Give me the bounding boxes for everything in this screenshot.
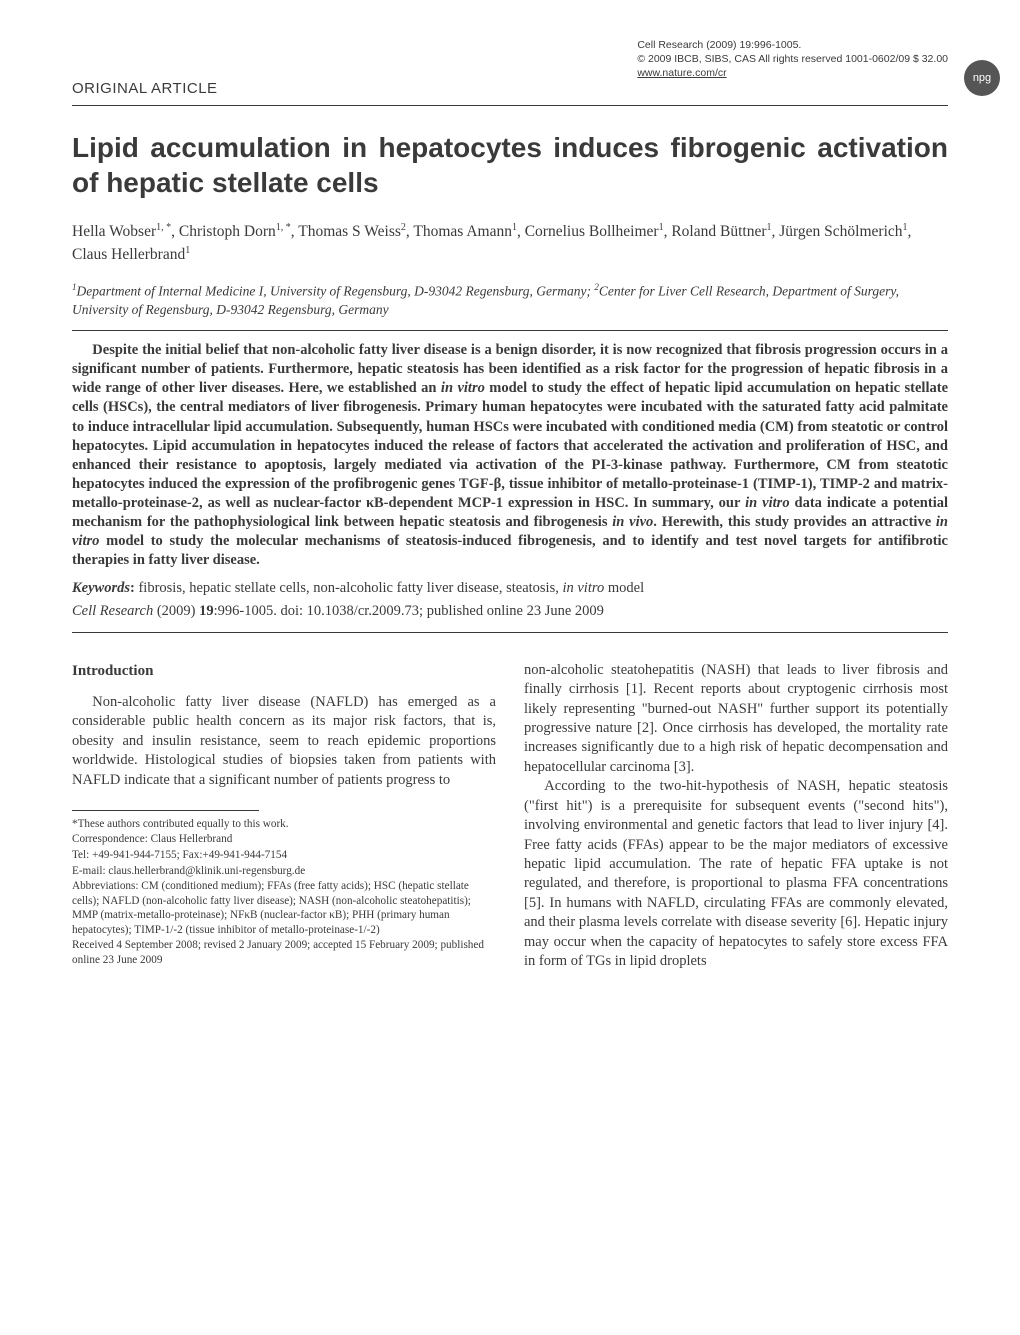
citation-journal: Cell Research — [72, 603, 153, 619]
affiliations: 1Department of Internal Medicine I, Univ… — [72, 281, 948, 320]
article-title: Lipid accumulation in hepatocytes induce… — [72, 130, 948, 200]
citation-year-vol: (2009) 19:996-1005. — [157, 603, 277, 619]
abstract-text: Despite the initial belief that non-alco… — [72, 341, 948, 571]
intro-para-right-2: According to the two-hit-hypothesis of N… — [524, 777, 948, 971]
citation-line: Cell Research (2009) 19:996-1005. doi: 1… — [72, 602, 948, 622]
article-type: ORIGINAL ARTICLE — [72, 80, 218, 97]
footnotes-block: *These authors contributed equally to th… — [72, 817, 496, 968]
two-column-body: Introduction Non-alcoholic fatty liver d… — [72, 661, 948, 972]
footnote-abbrev: Abbreviations: CM (conditioned medium); … — [72, 879, 496, 937]
intro-heading: Introduction — [72, 661, 496, 681]
rule-above-abstract — [72, 330, 948, 331]
header-row: ORIGINAL ARTICLE Cell Research (2009) 19… — [72, 38, 948, 97]
footnote-received: Received 4 September 2008; revised 2 Jan… — [72, 938, 496, 967]
citation-doi: doi: 10.1038/cr.2009.73; published onlin… — [280, 603, 603, 619]
intro-para-left: Non-alcoholic fatty liver disease (NAFLD… — [72, 693, 496, 790]
npg-badge-icon: npg — [964, 60, 1000, 96]
keywords-text: fibrosis, hepatic stellate cells, non-al… — [138, 580, 644, 596]
authors-list: Hella Wobser1, *, Christoph Dorn1, *, Th… — [72, 220, 948, 267]
keywords-line: Keywords: fibrosis, hepatic stellate cel… — [72, 579, 948, 599]
footnote-separator — [72, 810, 259, 811]
journal-ref: Cell Research (2009) 19:996-1005. — [637, 38, 948, 52]
rule-top — [72, 105, 948, 106]
keywords-label: Keywords — [72, 580, 130, 596]
rule-below-abstract — [72, 632, 948, 633]
right-column: non-alcoholic steatohepatitis (NASH) tha… — [524, 661, 948, 972]
footnote-tel: Tel: +49-941-944-7155; Fax:+49-941-944-7… — [72, 848, 496, 863]
header-right: Cell Research (2009) 19:996-1005. © 2009… — [637, 38, 948, 81]
footnote-equal: *These authors contributed equally to th… — [72, 817, 496, 832]
left-column: Introduction Non-alcoholic fatty liver d… — [72, 661, 496, 972]
footnote-correspondence: Correspondence: Claus Hellerbrand — [72, 832, 496, 847]
website-link[interactable]: www.nature.com/cr — [637, 66, 948, 80]
intro-para-right-1: non-alcoholic steatohepatitis (NASH) tha… — [524, 661, 948, 778]
page-root: ORIGINAL ARTICLE Cell Research (2009) 19… — [0, 0, 1020, 1011]
footnote-email: E-mail: claus.hellerbrand@klinik.uni-reg… — [72, 864, 496, 879]
copyright-line: © 2009 IBCB, SIBS, CAS All rights reserv… — [637, 52, 948, 66]
